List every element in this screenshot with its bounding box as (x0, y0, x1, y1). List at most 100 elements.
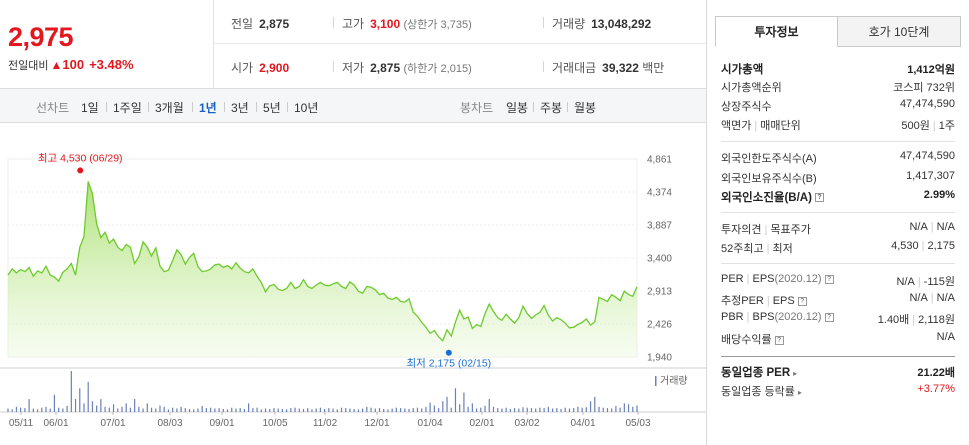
volume-bar (79, 388, 81, 412)
low-annotation: 최저 2,175 (02/15) (406, 358, 491, 370)
volume-bar (315, 408, 317, 412)
volume-bar (480, 407, 482, 412)
volume-bar (589, 401, 592, 412)
volume-bar (421, 408, 423, 412)
high-price: 고가 3,100 (상한가 3,735) (342, 17, 472, 31)
price-area (8, 181, 637, 357)
volume-bar (256, 407, 258, 412)
price-chart[interactable]: 4,861 4,374 3,887 3,400 2,913 2,426 1,940 최고 4… (0, 123, 706, 445)
volume-bar (146, 403, 148, 412)
volume-bar (573, 408, 575, 412)
change-percent: +3.48% (89, 57, 134, 72)
volume-bar (416, 407, 419, 412)
volume-bar (535, 408, 537, 412)
chevron-right-icon[interactable]: ▸ (797, 388, 802, 397)
volume-bar (627, 404, 630, 412)
volume-bar (214, 408, 216, 412)
tab-order-book[interactable]: 호가 10단계 (838, 16, 961, 47)
x-tick-label: 01/04 (417, 418, 442, 429)
volume-bar (551, 408, 554, 412)
help-icon[interactable]: ? (824, 274, 834, 284)
tab-candle-daily[interactable]: 일봉 (506, 101, 529, 115)
chevron-right-icon[interactable]: ▸ (793, 369, 798, 378)
price-box: 2,975 전일대비 ▲100 +3.48% (0, 0, 214, 88)
volume-bar (159, 405, 161, 412)
volume-bar (112, 404, 115, 412)
y-tick-label: 3,400 (647, 254, 672, 265)
tab-candle-monthly[interactable]: 월봉 (574, 101, 597, 115)
market-cap-row: 시가총액 1,412억원 (721, 64, 955, 76)
volume-bar (62, 408, 64, 412)
tab-period-1d[interactable]: 1일 (81, 101, 99, 115)
volume-bar (336, 409, 338, 412)
volume-bar (125, 403, 127, 412)
volume-bar (395, 407, 397, 412)
volume-bar (399, 408, 402, 412)
x-tick-label: 05/11 (9, 418, 34, 429)
volume-bar (222, 408, 224, 412)
current-price: 2,975 (8, 22, 74, 52)
tab-period-5y[interactable]: 5년 (263, 101, 281, 115)
volume-bar (96, 405, 98, 412)
help-icon[interactable]: ? (797, 296, 807, 306)
volume-bar (83, 403, 85, 412)
help-icon[interactable]: ? (774, 335, 784, 345)
low-marker (445, 349, 452, 356)
volume-bar (20, 407, 22, 412)
volume-bar (437, 408, 440, 412)
volume-bar (104, 406, 106, 412)
tab-period-10y[interactable]: 10년 (294, 101, 319, 115)
volume-bar (518, 408, 520, 412)
volume-bar (594, 396, 596, 412)
volume-bar (345, 408, 347, 412)
help-icon[interactable]: ? (824, 312, 834, 322)
volume-bar (155, 408, 157, 412)
volume-bar (138, 406, 140, 412)
volume-bar (150, 407, 153, 412)
volume-bar (319, 407, 321, 412)
volume-bar (615, 405, 617, 412)
volume-bar (412, 408, 414, 412)
volume-bar (526, 407, 528, 412)
tab-period-3m[interactable]: 3개월 (155, 101, 184, 115)
volume-bar (454, 388, 457, 412)
volume-bar (11, 409, 13, 412)
volume-bar (611, 408, 613, 412)
volume-bar (539, 407, 541, 412)
volume-bar (290, 408, 292, 412)
tab-invest-info[interactable]: 투자정보 (715, 16, 838, 47)
x-tick-label: 11/02 (313, 418, 338, 429)
volume-bar (188, 408, 191, 412)
dividend-row: 배당수익률? N/A (721, 331, 955, 346)
stats-row-1: 전일 2,875 고가 3,100 (상한가 3,735) 거래량 13,048,29… (214, 0, 706, 44)
volume-bar (235, 408, 237, 412)
volume-legend-label: 거래량 (660, 375, 688, 387)
tab-period-1w[interactable]: 1주일 (113, 101, 142, 115)
volume-bar (307, 408, 309, 412)
volume-bar (429, 402, 431, 412)
volume-bar (353, 408, 355, 412)
volume: 거래량 13,048,292 (552, 17, 652, 31)
volume-bar (205, 408, 208, 412)
y-tick-label: 3,887 (647, 221, 672, 232)
tab-period-3y[interactable]: 3년 (231, 101, 249, 115)
volume-bar (193, 409, 195, 412)
stats-box: 전일 2,875 고가 3,100 (상한가 3,735) 거래량 13,048,29… (214, 0, 706, 88)
help-icon[interactable]: ? (814, 193, 824, 203)
prev-close: 전일 2,875 (231, 17, 290, 31)
tab-candle-weekly[interactable]: 주봉 (540, 101, 563, 115)
foreign-ratio-row: 외국인소진율(B/A)? 2.99% (721, 189, 955, 204)
y-tick-label: 4,861 (647, 155, 672, 166)
tab-period-1y[interactable]: 1년 (199, 101, 217, 115)
volume-bar (45, 406, 47, 412)
x-tick-label: 09/01 (209, 418, 234, 429)
foreign-hold-row: 외국인보유주식수(B) 1,417,307 (721, 170, 955, 185)
volume-bar (433, 405, 435, 412)
x-tick-label: 07/01 (100, 418, 125, 429)
volume-bar (252, 408, 254, 412)
volume-bar (277, 408, 279, 412)
volume-bar (100, 399, 102, 412)
est-per-row: 추정PER | EPS? N/A | N/A (721, 292, 955, 307)
low-price: 저가 2,875 (하한가 2,015) (342, 61, 472, 75)
volume-bar (636, 405, 638, 412)
